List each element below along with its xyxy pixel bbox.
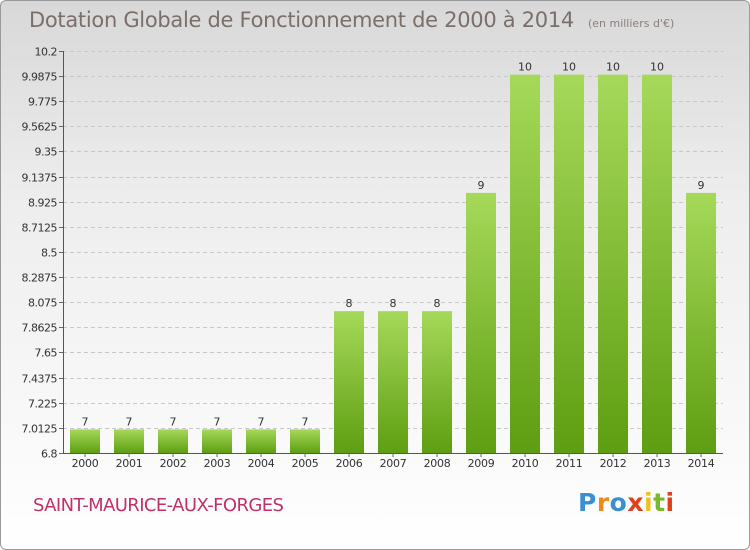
x-tick-label: 2014	[688, 457, 715, 470]
bar-value-label: 9	[478, 179, 485, 192]
x-tick-label: 2001	[116, 457, 143, 470]
commune-name: SAINT-MAURICE-AUX-FORGES	[33, 495, 284, 516]
x-tick-label: 2003	[204, 457, 231, 470]
bar-2002	[158, 429, 188, 453]
y-tick-label: 8.2875	[22, 272, 58, 285]
y-tick-label: 9.1375	[22, 172, 58, 185]
bar-2000	[70, 429, 100, 453]
bar-2014	[686, 192, 716, 453]
bar-value-label: 7	[258, 415, 265, 428]
logo-letter: o	[609, 488, 628, 517]
chart-title: Dotation Globale de Fonctionnement de 20…	[29, 8, 574, 32]
proxiti-logo: Proxiti	[578, 488, 675, 517]
bar-value-label: 7	[170, 415, 177, 428]
y-tick-label: 10.2	[35, 46, 58, 59]
bar-2013	[642, 74, 672, 453]
bar-value-label: 9	[698, 179, 705, 192]
chart-title-block: Dotation Globale de Fonctionnement de 20…	[29, 8, 674, 32]
bar-value-label: 10	[562, 61, 576, 74]
bar-value-label: 10	[606, 61, 620, 74]
y-tick-label: 7.65	[35, 347, 58, 360]
axes	[59, 51, 723, 457]
x-tick-label: 2006	[336, 457, 363, 470]
x-tick-label: 2012	[600, 457, 627, 470]
x-tick-label: 2005	[292, 457, 319, 470]
x-tick-label: 2000	[72, 457, 99, 470]
bar-value-label: 8	[346, 297, 353, 310]
y-tick-label: 8.7125	[22, 222, 58, 235]
bar-value-label: 7	[214, 415, 221, 428]
y-tick-label: 7.225	[28, 398, 57, 411]
bar-value-label: 10	[650, 61, 664, 74]
bar-value-label: 7	[302, 415, 309, 428]
y-tick-label: 8.075	[28, 297, 57, 310]
x-tick-label: 2007	[380, 457, 407, 470]
logo-letter: i	[665, 488, 675, 517]
bar-value-label: 10	[518, 61, 532, 74]
x-tick-label: 2011	[556, 457, 583, 470]
bar-value-label: 7	[126, 415, 133, 428]
y-tick-label: 7.4375	[22, 373, 58, 386]
y-tick-label: 7.0125	[22, 423, 58, 436]
y-tick-label: 9.9875	[22, 71, 58, 84]
labels: 6.8 7.0125 7.225 7.4375 7.65 7.8625 8.075 8.287…	[22, 46, 715, 471]
logo-letter: r	[596, 488, 610, 517]
bar-2010	[510, 74, 540, 453]
y-tick-label: 8.925	[28, 197, 57, 210]
x-tick-label: 2010	[512, 457, 539, 470]
bar-2004	[246, 429, 276, 453]
logo-letter: x	[627, 488, 644, 517]
y-tick-label: 9.775	[28, 96, 57, 109]
logo-letter: P	[578, 488, 597, 517]
bar-2003	[202, 429, 232, 453]
bar-2012	[598, 74, 628, 453]
bar-value-label: 7	[82, 415, 89, 428]
bar-value-label: 8	[434, 297, 441, 310]
y-tick-label: 7.8625	[22, 322, 58, 335]
x-tick-label: 2009	[468, 457, 495, 470]
logo-letter: i	[644, 488, 654, 517]
chart-subtitle: (en milliers d'€)	[587, 17, 675, 30]
bar-2005	[290, 429, 320, 453]
y-tick-label: 9.35	[35, 146, 58, 159]
logo-letter: t	[653, 488, 666, 517]
x-tick-label: 2004	[248, 457, 275, 470]
y-tick-label: 9.5625	[22, 121, 58, 134]
x-tick-label: 2008	[424, 457, 451, 470]
y-tick-label: 6.8	[41, 448, 57, 461]
x-tick-label: 2013	[644, 457, 671, 470]
x-tick-label: 2002	[160, 457, 187, 470]
bar-value-label: 8	[390, 297, 397, 310]
bar-2009	[466, 192, 496, 453]
bar-2007	[378, 311, 408, 453]
bar-2011	[554, 74, 584, 453]
bar-2001	[114, 429, 144, 453]
bar-2006	[334, 311, 364, 453]
bar-2008	[422, 311, 452, 453]
y-tick-label: 8.5	[41, 247, 57, 260]
bars	[70, 74, 716, 453]
